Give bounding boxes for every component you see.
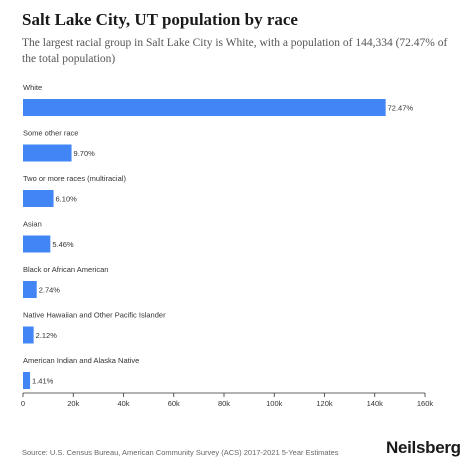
category-label: White	[23, 83, 42, 92]
category-label: Asian	[23, 220, 42, 229]
chart-title: Salt Lake City, UT population by race	[22, 10, 298, 29]
data-label: 5.46%	[52, 240, 74, 249]
x-tick-label: 140k	[367, 399, 384, 408]
x-tick-label: 120k	[316, 399, 333, 408]
category-label: Native Hawaiian and Other Pacific Island…	[23, 311, 166, 320]
x-tick-label: 80k	[218, 399, 230, 408]
x-tick-label: 0	[21, 399, 25, 408]
data-label: 1.41%	[32, 377, 54, 386]
bar	[23, 99, 386, 116]
data-label: 2.12%	[36, 331, 58, 340]
data-label: 9.70%	[74, 149, 96, 158]
x-tick-label: 40k	[117, 399, 129, 408]
source-note: Source: U.S. Census Bureau, American Com…	[22, 448, 339, 457]
data-label: 72.47%	[388, 104, 414, 113]
bar	[23, 372, 31, 389]
x-tick-label: 160k	[417, 399, 434, 408]
category-label: American Indian and Alaska Native	[23, 356, 139, 365]
x-tick-label: 60k	[168, 399, 180, 408]
bar	[23, 326, 34, 344]
brand-logo: Neilsberg	[386, 438, 461, 457]
bar	[23, 144, 72, 162]
x-tick-label: 20k	[67, 399, 79, 408]
bar	[23, 190, 54, 207]
data-label: 6.10%	[56, 195, 78, 204]
category-label: Some other race	[23, 129, 78, 138]
bar	[23, 235, 51, 253]
category-label: Black or African American	[23, 265, 108, 274]
data-label: 2.74%	[39, 286, 61, 295]
bar	[23, 281, 37, 298]
chart-subtitle: The largest racial group in Salt Lake Ci…	[22, 37, 448, 65]
category-label: Two or more races (multiracial)	[23, 174, 126, 183]
x-tick-label: 100k	[266, 399, 283, 408]
